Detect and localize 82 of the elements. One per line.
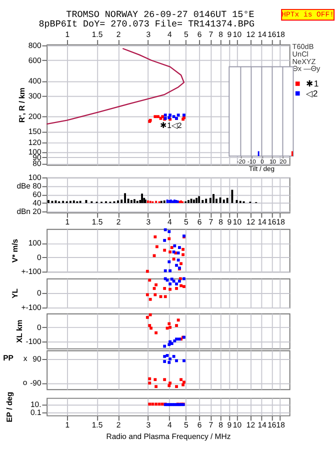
x-tick-label: 6 <box>197 420 202 430</box>
y-tick-label: 300 <box>28 91 42 100</box>
x-tick-label: 18 <box>276 420 285 430</box>
legend-label: ✱1 <box>306 78 319 89</box>
x-tick-label: 5 <box>184 420 188 430</box>
y-tick-label: 90 <box>32 354 42 364</box>
x-tick-label: 2 <box>116 420 121 430</box>
x-tick-label: 14 <box>258 420 268 430</box>
x-tick-label: 7 <box>208 218 214 227</box>
x-tick-label: 4 <box>167 30 172 40</box>
x-tick-label: 5 <box>184 30 188 40</box>
x-tick-label: 1 <box>65 420 70 430</box>
y-tick-label: 10. <box>30 400 42 410</box>
legend-label: ◁2 <box>306 88 318 98</box>
x-tick-label: 12 <box>246 218 256 227</box>
x-tick-label: 3 <box>146 420 151 430</box>
x-tick-label: 9 <box>227 420 232 430</box>
x-tick-label: 8 <box>218 218 223 227</box>
x-tick-label: 18 <box>276 30 285 40</box>
y-tick-label: 150 <box>28 126 42 136</box>
y-tick-label: 0 <box>36 322 42 332</box>
x-tick-label: 10 <box>232 218 242 227</box>
annotation: ✱1◁2 <box>160 120 182 130</box>
y-tick-label: 800 <box>28 41 42 50</box>
x-tick-label: 16 <box>268 30 276 40</box>
y-axis-title: YL <box>10 288 20 298</box>
chart-subtitle: 8pBP6It DoY= 270.073 File= TR141374.BPG <box>38 18 255 30</box>
x-tick-label: 4 <box>167 218 172 227</box>
x-tick-label: 8 <box>218 30 223 40</box>
x-tick-label: 10 <box>232 30 242 40</box>
x-tick-label: 1 <box>65 218 70 227</box>
x-tick-label: 9 <box>227 30 232 40</box>
x-tick-label: 3 <box>146 30 151 40</box>
x-tick-label: 7 <box>208 420 214 430</box>
y-tick-label: 600 <box>28 56 42 65</box>
y-axis-title: XL km <box>14 320 24 343</box>
x-tick-label: 7 <box>208 30 214 40</box>
y-tick-label: dBn 20 <box>16 206 42 216</box>
text: x <box>23 354 28 363</box>
x-tick-label: 1.5 <box>92 30 103 40</box>
x-tick-label: 1.5 <box>92 420 103 430</box>
x-tick-label: 4 <box>167 420 172 430</box>
y-tick-label: 400 <box>28 76 42 86</box>
y-tick-label: 200 <box>28 112 42 122</box>
x-tick-label: 3 <box>146 218 151 227</box>
x-tick-label: 6 <box>197 218 202 227</box>
text: o <box>22 378 28 388</box>
chart-title: TROMSO NORWAY 26-09-27 0146UT 15°E <box>66 9 255 20</box>
x-axis-title: Radio and Plasma Frequency / MHz <box>106 432 231 442</box>
y-tick-label: 100 <box>28 238 42 248</box>
x-tick-label: 9 <box>227 218 232 227</box>
x-tick-label: 16 <box>268 420 276 430</box>
x-tick-label: 2 <box>116 218 121 227</box>
x-tick-label: 18 <box>276 218 285 227</box>
y-tick-label: -100 <box>26 336 42 346</box>
x-tick-label: 12 <box>246 420 256 430</box>
y-tick-label: 120 <box>28 138 42 148</box>
x-tick-label: 14 <box>258 30 268 40</box>
y-tick-label: dBe 80 <box>16 181 42 190</box>
y-axis-title: R', R / km <box>17 87 26 123</box>
y-tick-label: 60 <box>32 190 42 199</box>
y-tick-label: 0.1 <box>30 408 42 417</box>
y-axis-title: V* m/s <box>10 238 20 263</box>
x-tick-label: 6 <box>197 30 202 40</box>
x-tick-label: 8 <box>218 420 223 430</box>
y-axis-title: EP / deg <box>5 392 14 422</box>
y-tick-label: -90 <box>30 378 42 388</box>
y-tick-label: +-100 <box>21 302 42 312</box>
y-axis-title: PP <box>3 353 14 362</box>
x-tick-label: 1 <box>65 30 70 40</box>
y-tick-label: 100 <box>28 172 42 182</box>
x-tick-label: 5 <box>184 218 188 227</box>
x-tick-label: 16 <box>268 218 276 227</box>
x-tick-label: 10 <box>232 420 242 430</box>
y-tick-label: 0 <box>36 288 42 298</box>
x-tick-label: 14 <box>258 218 268 227</box>
x-tick-label: 12 <box>246 30 256 40</box>
x-tick-label: 2 <box>116 30 121 40</box>
y-tick-label: 40 <box>32 198 42 208</box>
y-tick-label: 0 <box>36 252 42 262</box>
y-tick-label: +-100 <box>21 267 42 276</box>
x-tick-label: 1.5 <box>92 218 103 227</box>
